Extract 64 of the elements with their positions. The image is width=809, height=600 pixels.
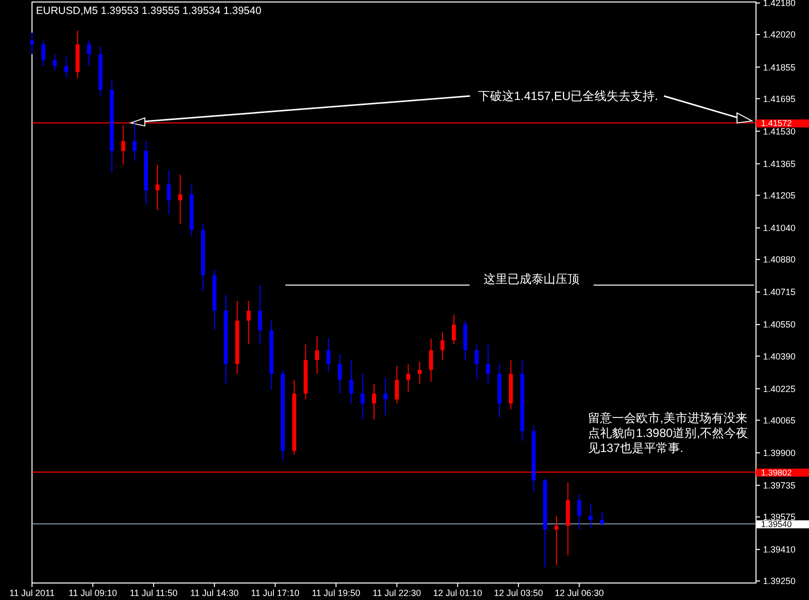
candlestick bbox=[440, 332, 444, 361]
candlestick bbox=[315, 336, 320, 374]
candlestick bbox=[258, 284, 262, 345]
candlestick bbox=[166, 170, 171, 215]
candlestick bbox=[486, 344, 490, 384]
candlestick bbox=[406, 364, 410, 392]
candlestick bbox=[383, 377, 388, 416]
x-tick-label: 11 Jul 11:50 bbox=[130, 588, 178, 598]
candlestick bbox=[121, 124, 126, 166]
x-tick-label: 12 Jul 01:10 bbox=[433, 588, 482, 598]
candlestick bbox=[452, 314, 456, 345]
y-tick-label: 1.40715 bbox=[763, 287, 796, 298]
y-tick-label: 1.39250 bbox=[763, 576, 796, 586]
x-tick-label: 11 Jul 22:30 bbox=[372, 588, 422, 598]
x-tick-label: 11 Jul 2011 bbox=[9, 588, 55, 598]
y-tick-label: 1.42180 bbox=[763, 0, 796, 8]
x-tick-label: 11 Jul 17:10 bbox=[251, 588, 300, 598]
annotation: 下破这1.4157,EU已全线失去支持. bbox=[478, 89, 658, 103]
y-tick-label: 1.40550 bbox=[763, 320, 796, 330]
y-tick-label: 1.40225 bbox=[763, 384, 796, 394]
candlestick bbox=[326, 338, 330, 372]
candlestick bbox=[338, 354, 342, 394]
candlestick bbox=[394, 365, 399, 404]
ref-line-label: 这里已成泰山压顶 bbox=[484, 272, 580, 286]
candlestick bbox=[429, 338, 434, 382]
candlestick bbox=[418, 362, 422, 384]
annotation: 留意一会欧市,美市进场有没来点礼貌向1.3980道别,不然今夜见137也是平常事. bbox=[588, 411, 748, 455]
candlestick bbox=[246, 300, 251, 345]
y-tick-label: 1.41040 bbox=[763, 223, 796, 234]
y-tick-label: 1.39410 bbox=[763, 544, 796, 555]
x-tick-label: 11 Jul 19:50 bbox=[312, 588, 360, 598]
ref-line-label: 1.39802 bbox=[761, 467, 792, 478]
y-tick-label: 1.41530 bbox=[763, 126, 796, 136]
candlestick bbox=[600, 511, 604, 526]
candlestick bbox=[30, 32, 34, 55]
candlestick bbox=[588, 504, 593, 528]
x-tick-label: 12 Jul 03:50 bbox=[494, 588, 543, 598]
y-tick-label: 1.41695 bbox=[763, 94, 796, 104]
candlestick bbox=[474, 344, 479, 380]
y-tick-label: 1.41205 bbox=[763, 190, 796, 200]
candlestick bbox=[64, 56, 68, 78]
candlestick bbox=[155, 164, 160, 211]
y-tick-label: 1.39735 bbox=[763, 480, 796, 490]
y-tick-label: 1.40065 bbox=[763, 415, 796, 426]
y-tick-label: 1.41365 bbox=[763, 158, 796, 169]
y-tick-label: 1.40390 bbox=[763, 351, 796, 362]
candlestick bbox=[360, 373, 365, 420]
candlestick bbox=[577, 494, 582, 530]
ref-line-label: 1.41572 bbox=[761, 118, 792, 128]
x-tick-label: 12 Jul 06:30 bbox=[554, 588, 604, 598]
candlestick bbox=[41, 40, 46, 67]
candlestick bbox=[349, 360, 354, 404]
y-tick-label: 1.40880 bbox=[763, 254, 796, 265]
candlestick bbox=[372, 383, 376, 420]
y-tick-label: 1.42020 bbox=[763, 30, 796, 40]
candlestick bbox=[87, 40, 92, 67]
chart-title: EURUSD,M5 1.39553 1.39555 1.39534 1.39540 bbox=[36, 5, 262, 17]
candlestick bbox=[178, 174, 182, 224]
x-tick-label: 11 Jul 09:10 bbox=[68, 588, 117, 598]
candlestick bbox=[132, 122, 137, 162]
x-tick-label: 11 Jul 14:30 bbox=[190, 588, 239, 598]
y-tick-label: 1.39900 bbox=[763, 448, 796, 458]
candlestick bbox=[52, 54, 57, 71]
y-tick-label: 1.41855 bbox=[763, 62, 796, 72]
